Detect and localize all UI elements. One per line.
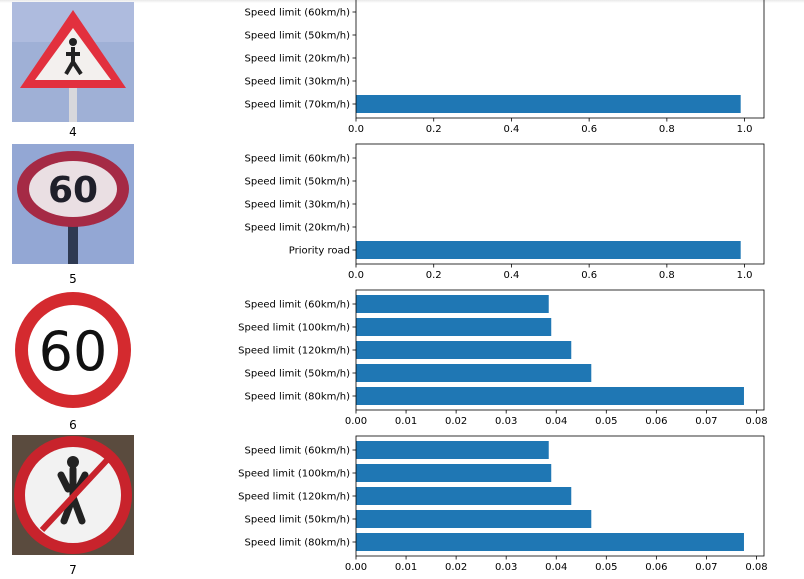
sign-thumbnail: 60 bbox=[12, 144, 134, 264]
x-tick-label: 0.03 bbox=[495, 416, 517, 427]
y-tick-label: Speed limit (50km/h) bbox=[245, 515, 351, 526]
x-tick-label: 0.08 bbox=[745, 416, 767, 427]
y-tick-label: Speed limit (50km/h) bbox=[245, 177, 351, 188]
x-tick-label: 0.05 bbox=[595, 562, 617, 573]
svg-text:60: 60 bbox=[48, 170, 98, 211]
y-tick-label: Speed limit (100km/h) bbox=[238, 323, 350, 334]
x-tick-label: 0.03 bbox=[495, 562, 517, 573]
x-tick-label: 0.2 bbox=[426, 124, 442, 135]
image-index-label: 5 bbox=[69, 272, 77, 286]
axes-frame bbox=[355, 435, 765, 557]
image-index-label: 7 bbox=[69, 563, 77, 577]
x-tick-label: 0.04 bbox=[545, 562, 567, 573]
bar bbox=[356, 341, 572, 359]
x-tick-label: 0.2 bbox=[426, 270, 442, 281]
y-tick-label: Speed limit (80km/h) bbox=[245, 538, 351, 549]
y-tick-label: Speed limit (50km/h) bbox=[245, 369, 351, 380]
x-tick-label: 0.02 bbox=[445, 562, 467, 573]
x-tick-label: 0.01 bbox=[395, 562, 417, 573]
sign-thumbnail bbox=[12, 2, 134, 122]
y-tick-label: Speed limit (50km/h) bbox=[245, 31, 351, 42]
axes-frame bbox=[355, 0, 765, 119]
x-tick-label: 0.07 bbox=[695, 562, 717, 573]
bar bbox=[356, 487, 572, 505]
y-tick-label: Speed limit (120km/h) bbox=[238, 492, 350, 503]
x-tick-label: 0.6 bbox=[581, 270, 597, 281]
y-tick-label: Speed limit (100km/h) bbox=[238, 469, 350, 480]
bar bbox=[356, 295, 549, 313]
y-tick-label: Speed limit (60km/h) bbox=[245, 300, 351, 311]
speed-limit-60-sign-icon: 60 bbox=[12, 144, 134, 264]
x-tick-label: 0.06 bbox=[645, 416, 667, 427]
x-tick-label: 0.00 bbox=[345, 416, 367, 427]
pedestrians-warning-sign-icon bbox=[12, 2, 134, 122]
y-tick-label: Speed limit (20km/h) bbox=[245, 54, 351, 65]
y-tick-label: Speed limit (70km/h) bbox=[245, 100, 351, 111]
y-tick-label: Priority road bbox=[289, 246, 350, 257]
y-tick-label: Speed limit (20km/h) bbox=[245, 223, 351, 234]
bar bbox=[356, 241, 741, 259]
y-tick-label: Speed limit (60km/h) bbox=[245, 8, 351, 19]
x-tick-label: 0.8 bbox=[659, 270, 675, 281]
top-shade bbox=[0, 0, 804, 3]
bar bbox=[356, 364, 592, 382]
y-tick-label: Speed limit (120km/h) bbox=[238, 346, 350, 357]
x-tick-label: 0.07 bbox=[695, 416, 717, 427]
svg-text:60: 60 bbox=[39, 320, 108, 383]
x-tick-label: 0.4 bbox=[503, 124, 519, 135]
x-tick-label: 0.4 bbox=[503, 270, 519, 281]
sign-thumbnail bbox=[12, 435, 134, 555]
x-tick-label: 0.01 bbox=[395, 416, 417, 427]
x-tick-label: 0.0 bbox=[348, 270, 364, 281]
bar bbox=[356, 441, 549, 459]
bar bbox=[356, 464, 552, 482]
x-tick-label: 1.0 bbox=[737, 270, 753, 281]
x-tick-label: 1.0 bbox=[737, 124, 753, 135]
bar bbox=[356, 510, 592, 528]
speed-limit-60-sign-icon: 60 bbox=[12, 290, 134, 410]
x-tick-label: 0.06 bbox=[645, 562, 667, 573]
x-tick-label: 0.8 bbox=[659, 124, 675, 135]
axes-frame bbox=[355, 143, 765, 265]
sign-thumbnail: 60 bbox=[12, 290, 134, 410]
x-tick-label: 0.6 bbox=[581, 124, 597, 135]
x-tick-label: 0.04 bbox=[545, 416, 567, 427]
x-tick-label: 0.08 bbox=[745, 562, 767, 573]
y-tick-label: Speed limit (60km/h) bbox=[245, 446, 351, 457]
bar bbox=[356, 533, 744, 551]
y-tick-label: Speed limit (30km/h) bbox=[245, 77, 351, 88]
x-tick-label: 0.0 bbox=[348, 124, 364, 135]
y-tick-label: Speed limit (80km/h) bbox=[245, 392, 351, 403]
x-tick-label: 0.02 bbox=[445, 416, 467, 427]
y-tick-label: Speed limit (30km/h) bbox=[245, 200, 351, 211]
axes-frame bbox=[355, 289, 765, 411]
bar bbox=[356, 318, 552, 336]
bar bbox=[356, 95, 741, 113]
bar bbox=[356, 387, 744, 405]
image-index-label: 6 bbox=[69, 418, 77, 432]
image-index-label: 4 bbox=[69, 125, 77, 139]
x-tick-label: 0.05 bbox=[595, 416, 617, 427]
y-tick-label: Speed limit (60km/h) bbox=[245, 154, 351, 165]
x-tick-label: 0.00 bbox=[345, 562, 367, 573]
no-pedestrians-sign-icon bbox=[12, 435, 134, 555]
